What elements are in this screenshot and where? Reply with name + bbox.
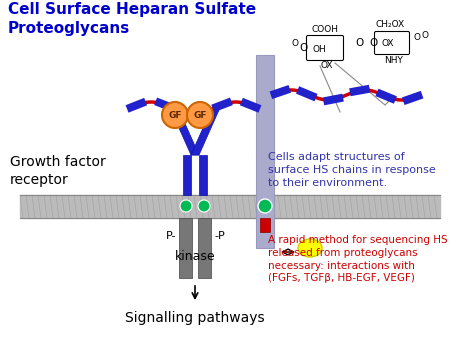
Bar	[179, 218, 192, 278]
FancyBboxPatch shape	[323, 94, 344, 105]
Text: GF: GF	[168, 111, 182, 120]
FancyBboxPatch shape	[374, 31, 410, 54]
FancyBboxPatch shape	[375, 89, 397, 104]
Polygon shape	[199, 155, 207, 195]
FancyBboxPatch shape	[306, 35, 343, 61]
Circle shape	[187, 102, 213, 128]
Bar	[198, 218, 211, 278]
Text: GF: GF	[193, 111, 207, 120]
FancyBboxPatch shape	[212, 98, 233, 112]
Text: kinase: kinase	[175, 249, 215, 263]
Text: OH: OH	[312, 45, 326, 53]
Bar	[256, 55, 274, 248]
Text: O: O	[370, 38, 378, 48]
Text: O: O	[299, 43, 307, 53]
Bar	[260, 218, 270, 232]
Text: O: O	[292, 40, 298, 48]
Text: O: O	[422, 30, 428, 40]
Ellipse shape	[298, 239, 322, 257]
FancyBboxPatch shape	[240, 98, 261, 113]
FancyBboxPatch shape	[184, 110, 203, 118]
FancyBboxPatch shape	[154, 98, 176, 112]
Text: Signalling pathways: Signalling pathways	[125, 311, 265, 325]
FancyBboxPatch shape	[402, 91, 423, 105]
Text: O: O	[356, 38, 364, 48]
Polygon shape	[191, 110, 219, 155]
Circle shape	[180, 200, 192, 212]
Text: CH₂OX: CH₂OX	[375, 20, 405, 29]
FancyBboxPatch shape	[270, 85, 291, 99]
FancyBboxPatch shape	[349, 85, 370, 96]
Text: Cells adapt structures of
surface HS chains in response
to their environment.: Cells adapt structures of surface HS cha…	[268, 152, 436, 188]
Text: -P: -P	[214, 231, 225, 241]
Text: Cell Surface Heparan Sulfate
Proteoglycans: Cell Surface Heparan Sulfate Proteoglyca…	[8, 2, 256, 35]
Polygon shape	[171, 110, 199, 155]
Text: O: O	[414, 33, 420, 43]
Text: Growth factor
receptor: Growth factor receptor	[10, 155, 106, 187]
Circle shape	[258, 199, 272, 213]
Text: P-: P-	[166, 231, 176, 241]
Circle shape	[198, 200, 210, 212]
Text: OX: OX	[321, 61, 333, 70]
Polygon shape	[183, 155, 191, 195]
FancyBboxPatch shape	[296, 86, 318, 101]
Text: COOH: COOH	[311, 25, 338, 34]
Text: A rapid method for sequencing HS
released from proteoglycans
necessary: interact: A rapid method for sequencing HS release…	[268, 235, 448, 283]
FancyBboxPatch shape	[126, 98, 147, 113]
Circle shape	[162, 102, 188, 128]
Text: NHY: NHY	[385, 56, 404, 65]
Text: OX: OX	[382, 40, 394, 48]
